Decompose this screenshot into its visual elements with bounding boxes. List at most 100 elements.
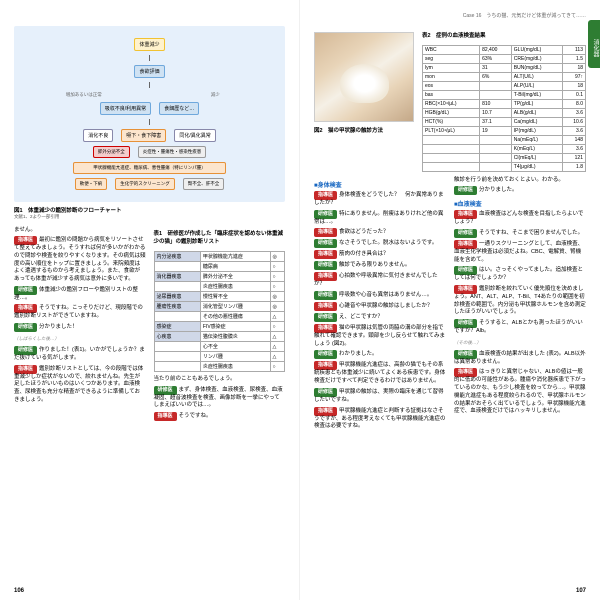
speaker-tag: 研修医 <box>454 266 477 275</box>
body: ません。 <box>14 226 146 234</box>
dialogue-line: 指導医一通りスクリーニングとして、血液検査、血液生化学検査は必須だよね。CBC、… <box>454 240 586 264</box>
speaker-tag: 指導医 <box>14 236 37 245</box>
speaker-tag: 指導医 <box>314 272 337 281</box>
tbl1-caption: 表1 研修医が作成した「臨床症状を認めない体重減少の猫」の鑑別診断リスト <box>154 229 286 245</box>
speaker-tag: 指導医 <box>14 304 37 313</box>
speaker-tag: 研修医 <box>14 286 37 295</box>
dialogue-line: 研修医はい。さっそくやってました。追加検査としては何でしょうか？ <box>454 266 586 283</box>
table-row: 泌尿器疾患慢性腎不全◎ <box>154 292 285 302</box>
fc-n: 嚥下・食下障害 <box>121 129 166 142</box>
fig1-caption: 図1 体重減少の鑑別診断のフローチャート 文献1、2より一部引用 <box>14 206 285 220</box>
dialogue: 研修医分かりました。 <box>454 186 586 195</box>
speaker-tag: 研修医 <box>314 239 337 248</box>
table-row: 心疾患猫伝染性腹膜炎△ <box>154 332 285 342</box>
note: （その後…） <box>454 340 586 346</box>
dialogue-line: 研修医触診でみる限りありません。 <box>314 261 446 270</box>
table-row: 腫瘍性疾患消化管型リンパ腫◎ <box>154 302 285 312</box>
speaker-tag: 指導医 <box>454 210 477 219</box>
body: 触診を行う前を決めておくとよい。わかる。 <box>454 176 586 184</box>
table-row: basT-Bil(mg/dL)0.1 <box>423 91 586 100</box>
speaker-tag: 研修医 <box>314 388 337 397</box>
table-row: 炎症性腸疾患○ <box>154 282 285 292</box>
speaker-tag: 研修医 <box>14 323 37 332</box>
page-right: Case 16 うちの猫、元気だけど体重が減ってきて…… 消化器 図2 猫の甲状… <box>300 0 600 600</box>
note: （しばらくした後…） <box>14 336 146 342</box>
dialogue-line: 指導医そうですね。 <box>154 412 286 421</box>
dialogue-line: 研修医血液検査の結果が出ました (表2)。ALB以外は異常ありません。 <box>454 350 586 367</box>
dialogue-line: 研修医特にありません。削痩はありけれど他の異常は…。 <box>314 210 446 227</box>
lab-table: WBC82,400GLU(mg/dL)113seg63%CRE(mg/dL)1.… <box>422 45 586 172</box>
table-row: 消化器疾患膵外分泌不全○ <box>154 272 285 282</box>
fc-n: 膵外分泌不全 <box>93 146 130 158</box>
dialogue-line: 研修医そうですね、そこまで困りませんでした。 <box>454 229 586 238</box>
dialogue: 研修医甲状腺の触診は、実際の臨床を通じて習得したいですね。指導医甲状腺機能亢進症… <box>314 388 446 431</box>
dialogue-line: 研修医まず、身体検査、血液検査、尿検査、血液凝固、超音波検査を検査、画像診断を一… <box>154 386 286 410</box>
speaker-tag: 研修医 <box>314 350 337 359</box>
speaker-tag: 研修医 <box>454 229 477 238</box>
speaker-tag: 指導医 <box>454 368 477 377</box>
speaker-tag: 指導医 <box>314 250 337 259</box>
dialogue-line: 指導医食欲はどうだった？ <box>314 228 446 237</box>
dialogue-line: 指導医甲状腺機能亢進症は、高齢の猫でもその系統疾患とも体重減少に続いてよくある疾… <box>314 361 446 385</box>
category-tab: 消化器 <box>588 20 600 68</box>
speaker-tag: 指導医 <box>314 191 337 200</box>
table-row: T4(μg/dL)1.8 <box>423 163 586 172</box>
diff-list-table: 内分泌疾患甲状腺機能亢進症◎糖尿病○消化器疾患膵外分泌不全○炎症性腸疾患○泌尿器… <box>154 251 286 372</box>
speaker-tag: 研修医 <box>314 261 337 270</box>
running-header: Case 16 うちの猫、元気だけど体重が減ってきて…… <box>314 12 586 19</box>
table-row: mon6%ALT(U/L)97↑ <box>423 73 586 82</box>
dialogue-line: 指導医はっきりと異常じゃない、ALBの値は一般的に低めの可能性がある。腫瘍や消化… <box>454 368 586 415</box>
section-heading: ■身体検査 <box>314 180 446 189</box>
dialogue: 指導医血液検査はどんな検査を目指したらよいでしょう？研修医そうですね、そこまで困… <box>454 210 586 336</box>
fig1-sub: 文献1、2より一部引用 <box>14 214 59 219</box>
dialogue-line: 指導医鑑別診断リストとしては、今の段階では体重減少しか症状がないので、絞れません… <box>14 365 146 405</box>
speaker-tag: 指導医 <box>314 228 337 237</box>
fig2-caption: 図2 猫の甲状腺の触診方法 <box>314 126 414 134</box>
speaker-tag: 研修医 <box>454 319 477 328</box>
flowchart: 体重減少 食欲評価 増加あるいは正常 減少 吸収不良/利用異常 食餌歴など… 消… <box>14 26 285 202</box>
dialogue-line: 研修医作りました！(表1)。いかがでしょうか？まだ抜けている気がします。 <box>14 346 146 363</box>
table-row: リンパ腫△ <box>154 352 285 362</box>
table-row: その他の悪性腫瘍△ <box>154 312 285 322</box>
table-row: seg63%CRE(mg/dL)1.5 <box>423 55 586 64</box>
fc-l: 増加あるいは正常 <box>22 92 146 98</box>
fc-n: 食餌歴など… <box>159 102 199 115</box>
dialogue: 研修医血液検査の結果が出ました (表2)。ALB以外は異常ありません。指導医はっ… <box>454 350 586 416</box>
dialogue-line: 当たり前のこともあるでしょう。 <box>154 376 286 384</box>
speaker-tag: 研修医 <box>14 346 37 355</box>
dialogue-line: 研修医分かりました！ <box>14 323 146 332</box>
page-number: 106 <box>14 588 24 594</box>
fc-start: 体重減少 <box>134 38 164 51</box>
table-row: HCT(%)37.1Ca(mg/dL)10.6 <box>423 118 586 127</box>
table-row: eosALP(U/L)18 <box>423 82 586 91</box>
speaker-tag: 指導医 <box>314 302 337 311</box>
table-row: 心不全△ <box>154 342 285 352</box>
tbl2-caption: 表2 症例の血液検査結果 <box>422 31 586 39</box>
speaker-tag: 研修医 <box>454 186 477 195</box>
speaker-tag: 指導医 <box>454 240 477 249</box>
speaker-tag: 研修医 <box>454 350 477 359</box>
fc-n: 消化不良 <box>83 129 113 142</box>
dialogue-line: 指導医そうですね。こっそりだけど、現段階での鑑別診断リストができていますね。 <box>14 304 146 321</box>
table-row: Na(mEq/L)148 <box>423 136 586 145</box>
fc-l: 減少 <box>154 92 278 98</box>
fc-n: 同化/異化異常 <box>174 129 215 142</box>
speaker-tag: 指導医 <box>314 324 337 333</box>
speaker-tag: 指導医 <box>314 361 337 370</box>
table-row: lym31BUN(mg/dL)18 <box>423 64 586 73</box>
dialogue: 研修医作りました！(表1)。いかがでしょうか？まだ抜けている気がします。指導医鑑… <box>14 346 146 404</box>
speaker-tag: 研修医 <box>314 291 337 300</box>
fc-n: 腎不全、肝不全 <box>183 178 225 190</box>
speaker-tag: 指導医 <box>314 407 337 416</box>
table-row: WBC82,400GLU(mg/dL)113 <box>423 46 586 55</box>
dialogue-line: 指導医筋肉の付き具合は？ <box>314 250 446 259</box>
fc-n: 生化学的スクリーニング <box>115 178 175 190</box>
speaker-tag: 研修医 <box>314 313 337 322</box>
speaker-tag: 指導医 <box>154 412 177 421</box>
table-row: Cl(mEq/L)121 <box>423 154 586 163</box>
table-row: 炎症性腸疾患○ <box>154 362 285 372</box>
dialogue: 指導医最初に鑑別の問題から病気をリソートさせて整えてみましょう。そうすれば何が多… <box>14 236 146 332</box>
dialogue-line: 研修医呼吸数や心音も異常はありません…。 <box>314 291 446 300</box>
dialogue: 指導医身体検査をどうでした？ 何か異常ありましたか？研修医特にありません。削痩は… <box>314 191 446 386</box>
dialogue-line: 指導医最初に鑑別の問題から病気をリソートさせて整えてみましょう。そうすれば何が多… <box>14 236 146 283</box>
